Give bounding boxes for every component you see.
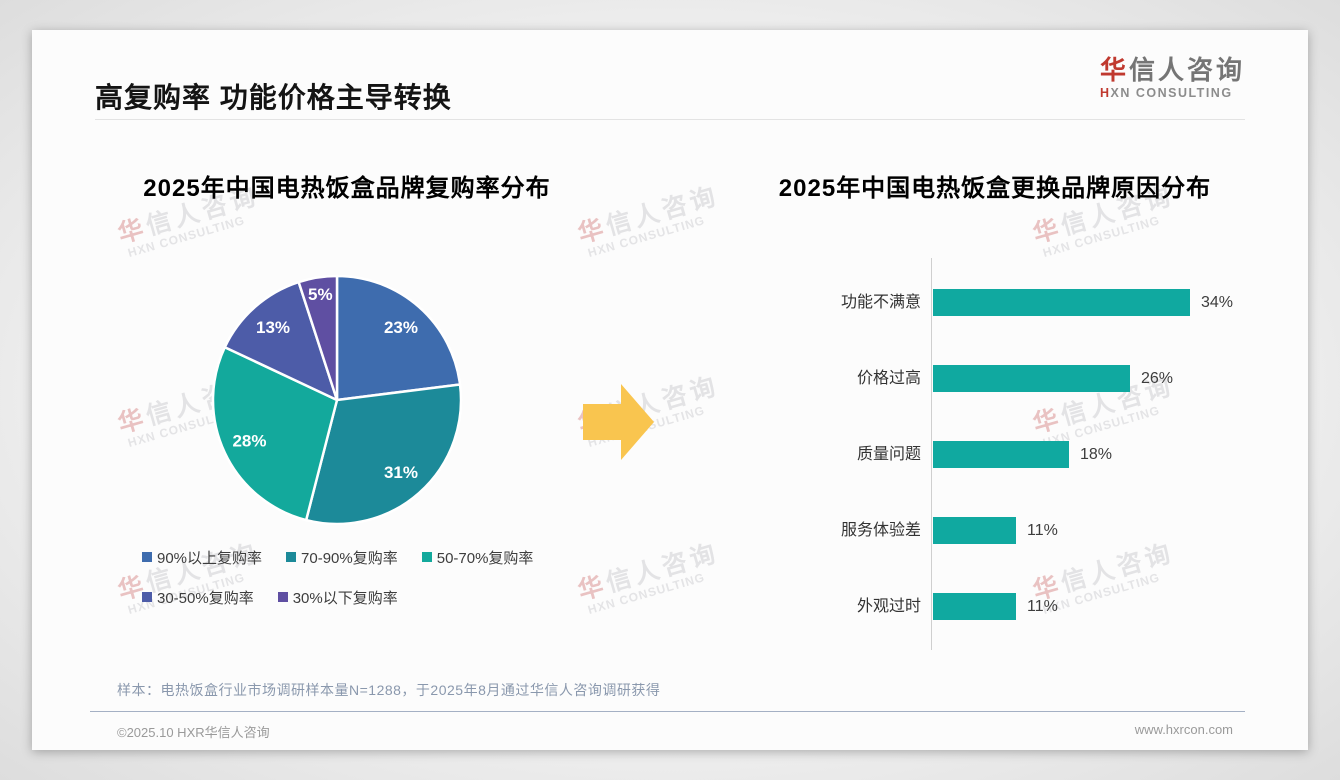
bar-value-label: 26% xyxy=(1141,370,1174,387)
bar-category-label: 服务体验差 xyxy=(840,522,921,539)
bar-value-label: 11% xyxy=(1027,598,1058,615)
transition-arrow-icon xyxy=(583,383,655,461)
bar-row: 价格过高 26% xyxy=(801,341,1271,417)
logo-cn-accent: 华 xyxy=(1099,55,1129,85)
pie-chart-title: 2025年中国电热饭盒品牌复购率分布 xyxy=(143,175,551,202)
header-divider xyxy=(95,119,1245,120)
bar xyxy=(933,365,1130,392)
pie-data-label: 31% xyxy=(384,463,418,482)
bar-value-label: 34% xyxy=(1201,294,1234,311)
bar xyxy=(933,593,1016,620)
pie-slice xyxy=(304,383,463,526)
bar-row: 外观过时 11% xyxy=(801,569,1271,645)
bar-value-label: 11% xyxy=(1027,522,1058,539)
bar-category-label: 价格过高 xyxy=(856,370,921,387)
legend-item: 70-90%复购率 xyxy=(286,547,398,568)
legend-item: 50-70%复购率 xyxy=(421,547,534,568)
bar-chart-axis xyxy=(931,258,932,650)
legend-marker xyxy=(142,592,152,602)
pie-slice xyxy=(211,345,339,522)
pie-chart: 23% 31% 28% 13% 5% xyxy=(211,274,463,526)
logo-cn-text: 华信人咨询 xyxy=(1100,56,1245,85)
slide: 高复购率 功能价格主导转换 华信人咨询 HXN CONSULTING 华信人咨询… xyxy=(32,30,1308,750)
legend-row: 30-50%复购率 30%以下复购率 xyxy=(142,584,622,610)
legend-row: 90%以上复购率 70-90%复购率 50-70%复购率 xyxy=(142,544,622,570)
sample-footnote: 样本：电热饭盒行业市场调研样本量N=1288，于2025年8月通过华信人咨询调研… xyxy=(117,682,661,698)
legend-item: 90%以上复购率 xyxy=(142,547,262,568)
bar-row: 功能不满意 34% xyxy=(801,265,1271,341)
bar-category-label: 外观过时 xyxy=(856,598,921,615)
bar xyxy=(933,441,1069,468)
legend-label: 70-90%复购率 xyxy=(301,549,398,567)
bar-value-label: 18% xyxy=(1080,446,1113,463)
legend-item: 30%以下复购率 xyxy=(277,587,398,608)
legend-label: 30-50%复购率 xyxy=(157,589,254,607)
footer-copyright: ©2025.10 HXR华信人咨询 xyxy=(117,725,270,740)
right-arrow-icon xyxy=(583,384,654,460)
legend-item: 30-50%复购率 xyxy=(142,587,254,608)
bar-category-label: 功能不满意 xyxy=(840,294,921,311)
legend-marker xyxy=(142,552,152,562)
legend-marker xyxy=(277,592,288,602)
legend-label: 30%以下复购率 xyxy=(292,589,398,607)
pie-data-label: 13% xyxy=(256,318,290,337)
bar xyxy=(933,289,1190,316)
legend-marker xyxy=(286,552,297,562)
pie-chart-container: 23% 31% 28% 13% 5% xyxy=(207,270,467,530)
bar-chart: 功能不满意 34% 价格过高 26% 质量问题 18% 服务体验差 11% 外观过时 11% xyxy=(801,258,1271,650)
pie-data-label: 23% xyxy=(384,318,418,337)
pie-slice xyxy=(297,274,339,402)
logo-en-accent: H xyxy=(1099,85,1111,100)
legend-label: 50-70%复购率 xyxy=(436,549,534,567)
logo-en-text: HXN CONSULTING xyxy=(1100,86,1245,100)
company-logo: 华信人咨询 HXN CONSULTING xyxy=(1100,56,1245,100)
pie-slice xyxy=(223,280,339,402)
page-title: 高复购率 功能价格主导转换 xyxy=(95,82,452,113)
footer-divider xyxy=(90,711,1245,712)
pie-data-label: 5% xyxy=(308,285,333,304)
footer-website: www.hxrcon.com xyxy=(1134,722,1233,737)
legend-marker xyxy=(421,552,432,562)
bar-row: 服务体验差 11% xyxy=(801,493,1271,569)
pie-legend: 90%以上复购率 70-90%复购率 50-70%复购率 30-50%复购率 30%以下… xyxy=(142,530,622,610)
logo-cn-rest: 信人咨询 xyxy=(1128,55,1245,85)
bar-row: 质量问题 18% xyxy=(801,417,1271,493)
legend-label: 90%以上复购率 xyxy=(157,549,263,567)
logo-en-rest: XN CONSULTING xyxy=(1110,85,1233,100)
bar-category-label: 质量问题 xyxy=(856,446,921,463)
pie-data-label: 28% xyxy=(232,432,266,451)
pie-slice xyxy=(335,274,462,402)
bar xyxy=(933,517,1016,544)
bar-chart-title: 2025年中国电热饭盒更换品牌原因分布 xyxy=(778,175,1212,202)
